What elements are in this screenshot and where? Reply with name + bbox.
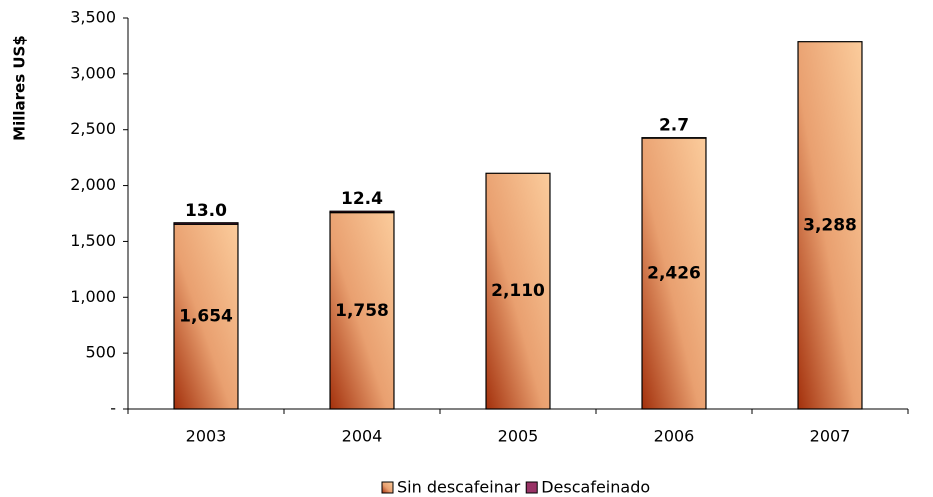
y-tick-label: 2,500 bbox=[70, 119, 116, 138]
data-label: 2,426 bbox=[647, 263, 701, 283]
data-label: 2.7 bbox=[659, 116, 689, 136]
bar-segment bbox=[797, 41, 863, 410]
bar-segment bbox=[641, 137, 707, 410]
y-tick-label: 3,500 bbox=[70, 8, 116, 27]
data-label: 3,288 bbox=[803, 215, 857, 235]
bar-segment bbox=[173, 223, 239, 410]
x-tick-label: 2004 bbox=[342, 427, 383, 446]
x-tick-label: 2005 bbox=[498, 427, 539, 446]
data-label: 12.4 bbox=[341, 189, 383, 209]
y-tick-label: 3,000 bbox=[70, 63, 116, 82]
data-label: 13.0 bbox=[185, 201, 227, 221]
bar-segment bbox=[641, 137, 707, 139]
legend-swatch bbox=[381, 481, 394, 494]
y-tick-label: 1,500 bbox=[70, 231, 116, 250]
bar-segment bbox=[173, 222, 239, 225]
bar-segment bbox=[485, 172, 551, 410]
x-tick-label: 2003 bbox=[186, 427, 227, 446]
data-label: 1,758 bbox=[335, 301, 389, 321]
y-axis-label: Millares US$ bbox=[11, 35, 29, 141]
y-tick-label: 500 bbox=[85, 343, 116, 362]
legend-label: Sin descafeinar bbox=[397, 478, 521, 497]
legend-label: Descafeinado bbox=[541, 478, 650, 497]
y-tick-label: 2,000 bbox=[70, 175, 116, 194]
y-tick-label: 1,000 bbox=[70, 287, 116, 306]
x-tick-label: 2006 bbox=[654, 427, 695, 446]
y-tick-label: - bbox=[110, 399, 116, 418]
bar-segment bbox=[329, 212, 395, 410]
data-label: 2,110 bbox=[491, 281, 545, 301]
x-tick-label: 2007 bbox=[810, 427, 851, 446]
bar-segment bbox=[329, 210, 395, 214]
legend-swatch bbox=[525, 481, 538, 494]
data-label: 1,654 bbox=[179, 307, 233, 327]
